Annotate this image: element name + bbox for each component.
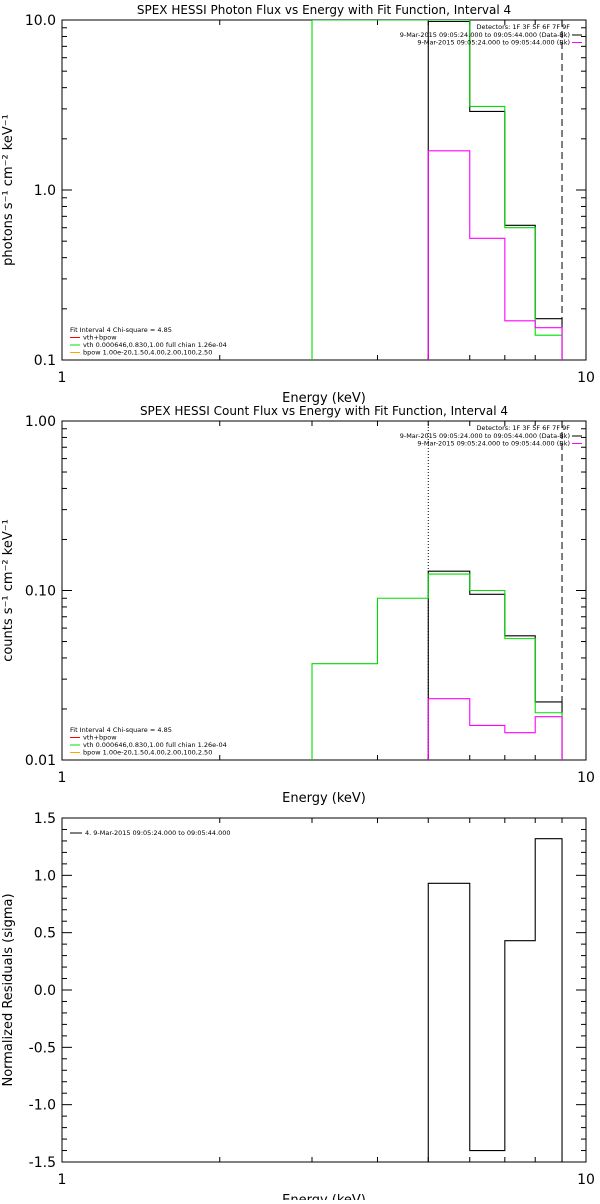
legend-entry-label: vth+bpow (83, 734, 117, 742)
series-3-line (427, 150, 563, 360)
legend-entry-label: bpow 1.00e-20,1.50,4.00,2.00,100,2.50 (83, 749, 212, 757)
plot-frame (61, 19, 587, 361)
chart-title: SPEX HESSI Count Flux vs Energy with Fit… (140, 404, 508, 418)
y-tick-label: 0.5 (34, 926, 56, 942)
series-2-line (311, 20, 563, 360)
legend-entry-label: 9-Mar-2015 09:05:24.000 to 09:05:44.000 … (400, 31, 570, 39)
legend-entry-label: 9-Mar-2015 09:05:24.000 to 09:05:44.000 … (417, 39, 570, 47)
legend-header: Fit Interval 4 Chi-square = 4.85 (70, 326, 172, 334)
legend-entry-label: 9-Mar-2015 09:05:24.000 to 09:05:44.000 … (417, 440, 570, 448)
legend-header: Fit Interval 4 Chi-square = 4.85 (70, 726, 172, 734)
chart-title: SPEX HESSI Photon Flux vs Energy with Fi… (137, 3, 511, 17)
legend-entry-label: vth 0.000646,0.830,1.00 full chian 1.26e… (83, 341, 227, 349)
series-1-line (427, 20, 563, 360)
chart-3: 1 10 Energy (keV) -1.5 -1.0 -0.5 0.0 0.5 1.0 1.5 N… (1, 811, 595, 1204)
legend-entry-label: vth+bpow (83, 334, 117, 342)
x-axis-label: Energy (keV) (282, 391, 366, 406)
x-axis-label: Energy (keV) (282, 1193, 366, 1200)
y-tick-label: 10.0 (25, 13, 56, 29)
series-1-line (427, 570, 563, 760)
legend-entry-label: vth 0.000646,0.830,1.00 full chian 1.26e… (83, 741, 227, 749)
series-2-line (311, 573, 563, 760)
x-tick-label: 1 (58, 770, 67, 786)
legend-header: Detectors: 1F 3F 5F 6F 7F 9F (476, 424, 570, 432)
x-tick-label: 10 (577, 370, 595, 386)
series-group (311, 20, 563, 360)
legend-entry-label: 9-Mar-2015 09:05:24.000 to 09:05:44.000 … (400, 432, 570, 440)
plot-frame (61, 420, 587, 761)
y-tick-label: -1.5 (29, 1155, 56, 1171)
y-tick-label: 1.0 (34, 868, 56, 884)
series-group (311, 570, 563, 760)
legend-entry-label: bpow 1.00e-20,1.50,4.00,2.00,100,2.50 (83, 349, 212, 357)
series-3-line (427, 698, 563, 760)
y-tick-label: 0.0 (34, 983, 56, 999)
x-tick-label: 10 (577, 1172, 595, 1188)
chart-2: SPEX HESSI Count Flux vs Energy with Fit… (1, 404, 595, 806)
y-axis-label: Normalized Residuals (sigma) (1, 893, 16, 1086)
y-tick-label: 0.10 (25, 584, 56, 600)
x-tick-label: 1 (58, 370, 67, 386)
y-axis-label: photons s⁻¹ cm⁻² keV⁻¹ (1, 114, 16, 266)
y-tick-label: 1.5 (34, 811, 56, 827)
legend-header: Detectors: 1F 3F 5F 6F 7F 9F (476, 23, 570, 31)
plot-frame (61, 817, 587, 1163)
series-group (427, 838, 563, 1162)
series-1-line (427, 838, 563, 1162)
x-axis-label: Energy (keV) (282, 791, 366, 806)
y-tick-label: 0.01 (25, 753, 56, 769)
y-axis-label: counts s⁻¹ cm⁻² keV⁻¹ (1, 519, 16, 662)
y-tick-label: -0.5 (29, 1040, 56, 1056)
y-tick-label: -1.0 (29, 1098, 56, 1114)
y-tick-label: 1.0 (34, 183, 56, 199)
y-tick-label: 0.1 (34, 353, 56, 369)
y-tick-label: 1.00 (25, 414, 56, 430)
x-tick-label: 10 (577, 770, 595, 786)
legend-entry-label: 4. 9-Mar-2015 09:05:24.000 to 09:05:44.0… (85, 829, 231, 837)
chart-1: SPEX HESSI Photon Flux vs Energy with Fi… (1, 3, 595, 406)
x-tick-label: 1 (58, 1172, 67, 1188)
